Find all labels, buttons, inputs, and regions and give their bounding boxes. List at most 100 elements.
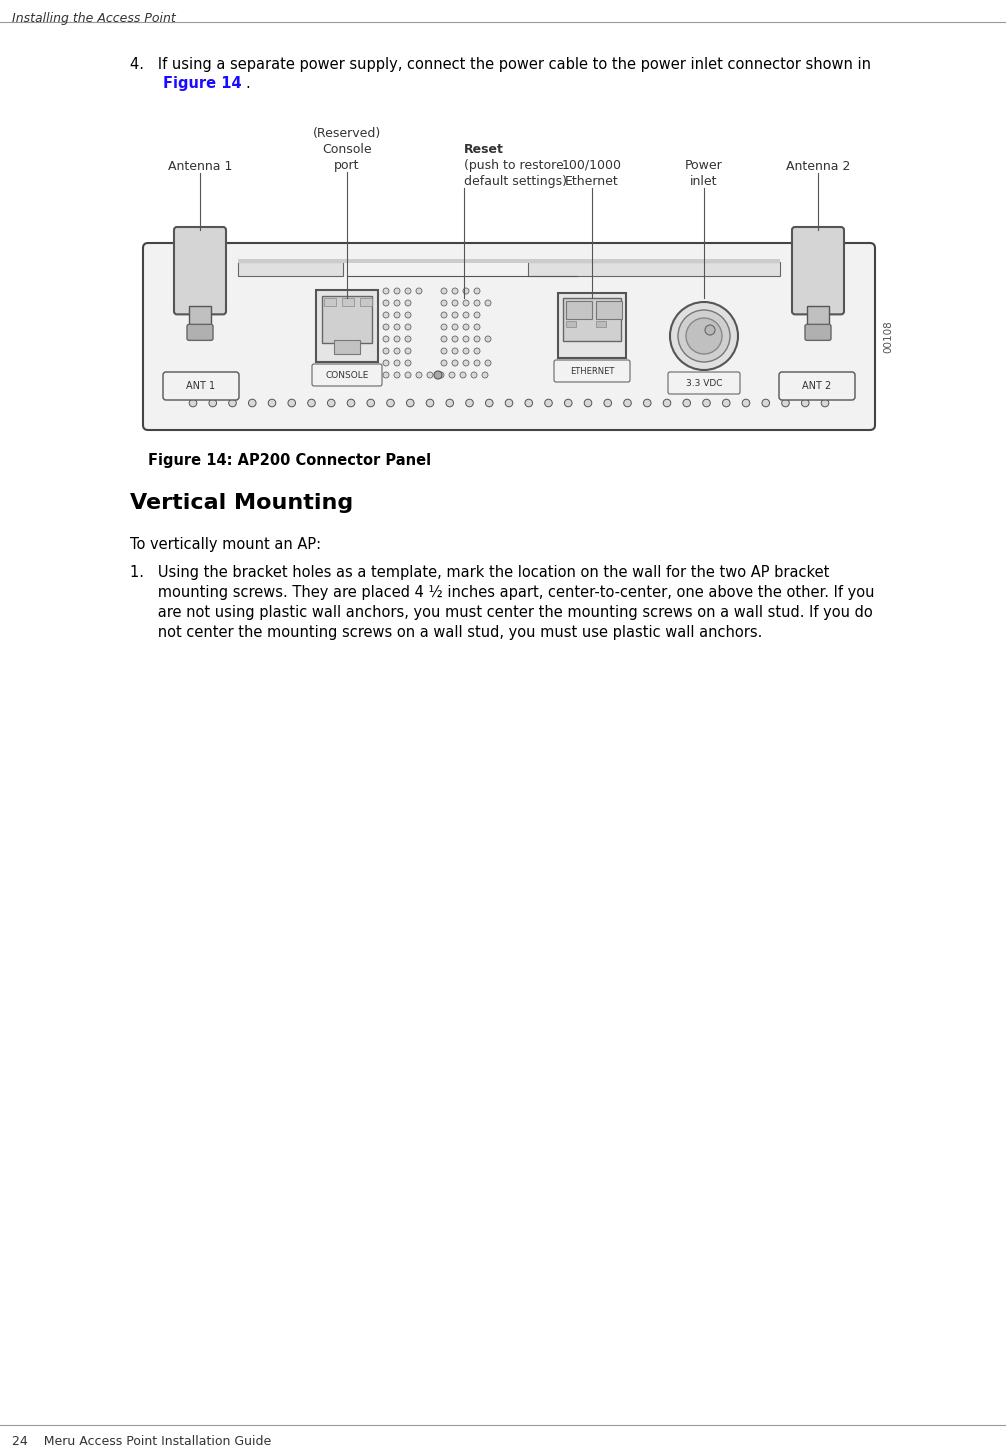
Circle shape	[383, 288, 389, 294]
Circle shape	[441, 361, 447, 366]
Circle shape	[394, 300, 400, 306]
Circle shape	[821, 400, 829, 407]
Bar	[566, 301, 592, 319]
Bar	[334, 340, 360, 353]
Circle shape	[525, 400, 532, 407]
Circle shape	[452, 288, 458, 294]
Bar	[238, 259, 780, 264]
Circle shape	[463, 348, 469, 353]
Circle shape	[441, 348, 447, 353]
Circle shape	[405, 336, 411, 342]
Text: .: .	[245, 75, 249, 91]
Text: are not using plastic wall anchors, you must center the mounting screws on a wal: are not using plastic wall anchors, you …	[130, 605, 873, 620]
Circle shape	[463, 288, 469, 294]
Circle shape	[394, 348, 400, 353]
Circle shape	[383, 348, 389, 353]
Circle shape	[463, 311, 469, 319]
Bar	[360, 298, 372, 306]
Text: Figure 14: AP200 Connector Panel: Figure 14: AP200 Connector Panel	[148, 453, 432, 468]
Text: Reset: Reset	[464, 143, 504, 156]
Circle shape	[405, 361, 411, 366]
Text: 100/1000: 100/1000	[562, 159, 622, 172]
Circle shape	[438, 372, 444, 378]
Text: 4.   If using a separate power supply, connect the power cable to the power inle: 4. If using a separate power supply, con…	[130, 56, 871, 72]
Text: Figure 14: Figure 14	[163, 75, 241, 91]
FancyBboxPatch shape	[187, 324, 213, 340]
Circle shape	[564, 400, 572, 407]
FancyBboxPatch shape	[805, 324, 831, 340]
Circle shape	[394, 311, 400, 319]
Circle shape	[678, 310, 730, 362]
Circle shape	[474, 300, 480, 306]
Circle shape	[705, 324, 715, 334]
Circle shape	[449, 372, 455, 378]
Circle shape	[383, 361, 389, 366]
Circle shape	[394, 361, 400, 366]
Circle shape	[327, 400, 335, 407]
Circle shape	[394, 324, 400, 330]
Circle shape	[427, 400, 434, 407]
Circle shape	[466, 400, 473, 407]
Circle shape	[474, 336, 480, 342]
Bar	[322, 295, 372, 343]
Circle shape	[416, 288, 422, 294]
Circle shape	[452, 336, 458, 342]
Text: 24    Meru Access Point Installation Guide: 24 Meru Access Point Installation Guide	[12, 1435, 272, 1448]
Circle shape	[463, 324, 469, 330]
Circle shape	[308, 400, 315, 407]
Circle shape	[405, 324, 411, 330]
Circle shape	[441, 311, 447, 319]
FancyBboxPatch shape	[668, 372, 740, 394]
FancyBboxPatch shape	[554, 361, 630, 382]
Circle shape	[405, 288, 411, 294]
FancyBboxPatch shape	[143, 243, 875, 430]
Text: not center the mounting screws on a wall stud, you must use plastic wall anchors: not center the mounting screws on a wall…	[130, 626, 763, 640]
Circle shape	[383, 300, 389, 306]
Text: Antenna 1: Antenna 1	[168, 159, 232, 172]
Circle shape	[604, 400, 612, 407]
Circle shape	[405, 300, 411, 306]
Circle shape	[482, 372, 488, 378]
Circle shape	[486, 400, 493, 407]
Bar	[316, 290, 378, 362]
Circle shape	[441, 288, 447, 294]
Circle shape	[416, 372, 422, 378]
Circle shape	[434, 371, 442, 379]
FancyBboxPatch shape	[163, 372, 239, 400]
Circle shape	[782, 400, 790, 407]
Circle shape	[452, 300, 458, 306]
Text: 00108: 00108	[883, 320, 893, 353]
Bar	[189, 307, 211, 334]
Circle shape	[406, 400, 414, 407]
Text: (Reserved): (Reserved)	[313, 127, 381, 140]
Circle shape	[474, 324, 480, 330]
Circle shape	[742, 400, 749, 407]
Circle shape	[228, 400, 236, 407]
Circle shape	[441, 300, 447, 306]
Circle shape	[722, 400, 730, 407]
Circle shape	[383, 324, 389, 330]
Bar	[238, 262, 343, 277]
Circle shape	[347, 400, 355, 407]
Circle shape	[644, 400, 651, 407]
FancyBboxPatch shape	[312, 363, 382, 387]
Circle shape	[394, 336, 400, 342]
FancyBboxPatch shape	[792, 227, 844, 314]
Circle shape	[463, 336, 469, 342]
Circle shape	[762, 400, 770, 407]
Circle shape	[474, 361, 480, 366]
Circle shape	[452, 324, 458, 330]
Circle shape	[405, 372, 411, 378]
Circle shape	[474, 348, 480, 353]
Circle shape	[405, 311, 411, 319]
Bar	[596, 321, 606, 327]
Circle shape	[485, 361, 491, 366]
Circle shape	[394, 288, 400, 294]
Circle shape	[405, 348, 411, 353]
Text: Installing the Access Point: Installing the Access Point	[12, 12, 176, 25]
Text: To vertically mount an AP:: To vertically mount an AP:	[130, 537, 321, 552]
Bar	[528, 262, 780, 277]
Bar	[324, 298, 336, 306]
Text: Console: Console	[322, 143, 372, 156]
Circle shape	[269, 400, 276, 407]
